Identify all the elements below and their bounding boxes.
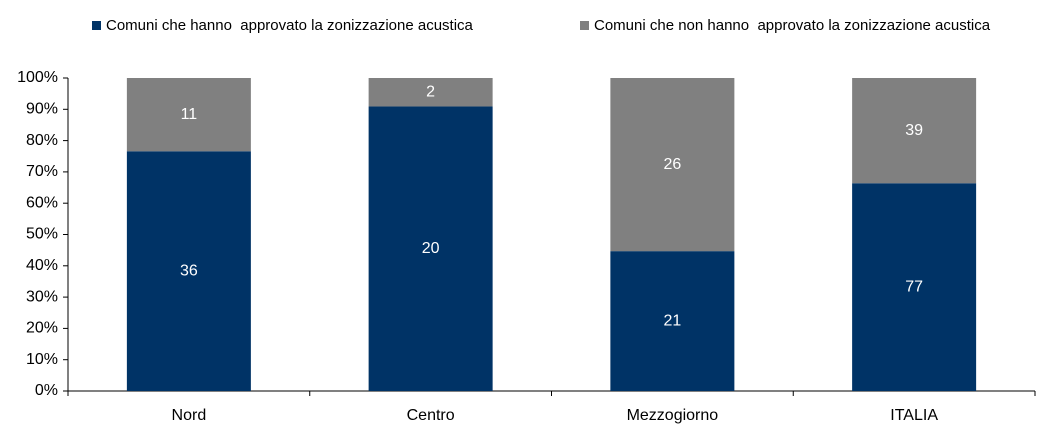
y-tick-label: 70% — [26, 163, 58, 180]
data-label: 21 — [663, 312, 681, 329]
legend-swatch — [92, 21, 101, 30]
data-label: 39 — [905, 122, 923, 139]
y-tick-label: 0% — [35, 382, 58, 399]
data-label: 20 — [422, 240, 440, 257]
x-tick-label: Mezzogiorno — [627, 407, 719, 424]
data-label: 11 — [181, 106, 198, 123]
y-tick-label: 50% — [26, 226, 58, 243]
bar-segment — [852, 78, 977, 184]
x-tick-label: ITALIA — [890, 407, 938, 424]
y-tick-label: 100% — [17, 69, 58, 86]
bar-segment — [126, 78, 251, 152]
data-label: 26 — [663, 156, 681, 173]
bar-segment — [368, 78, 493, 107]
y-tick-label: 60% — [26, 194, 58, 211]
y-tick-label: 20% — [26, 320, 58, 337]
data-label: 77 — [905, 278, 923, 295]
x-tick-label: Nord — [172, 407, 207, 424]
y-tick-label: 40% — [26, 257, 58, 274]
y-tick-label: 90% — [26, 101, 58, 118]
y-tick-label: 10% — [26, 351, 58, 368]
bar-segment — [368, 106, 493, 392]
y-tick-label: 30% — [26, 288, 58, 305]
bar-segment — [610, 78, 735, 252]
bar-segment — [610, 251, 735, 391]
data-label: 36 — [180, 262, 198, 279]
x-tick-label: Centro — [407, 407, 455, 424]
bar-segment — [126, 151, 251, 391]
legend-label: Comuni che hanno approvato la zonizzazio… — [106, 17, 474, 34]
legend-label: Comuni che non hanno approvato la zonizz… — [594, 17, 991, 34]
y-tick-label: 80% — [26, 132, 58, 149]
data-label: 2 — [426, 83, 435, 100]
legend-swatch — [580, 21, 589, 30]
bar-segment — [852, 183, 977, 391]
